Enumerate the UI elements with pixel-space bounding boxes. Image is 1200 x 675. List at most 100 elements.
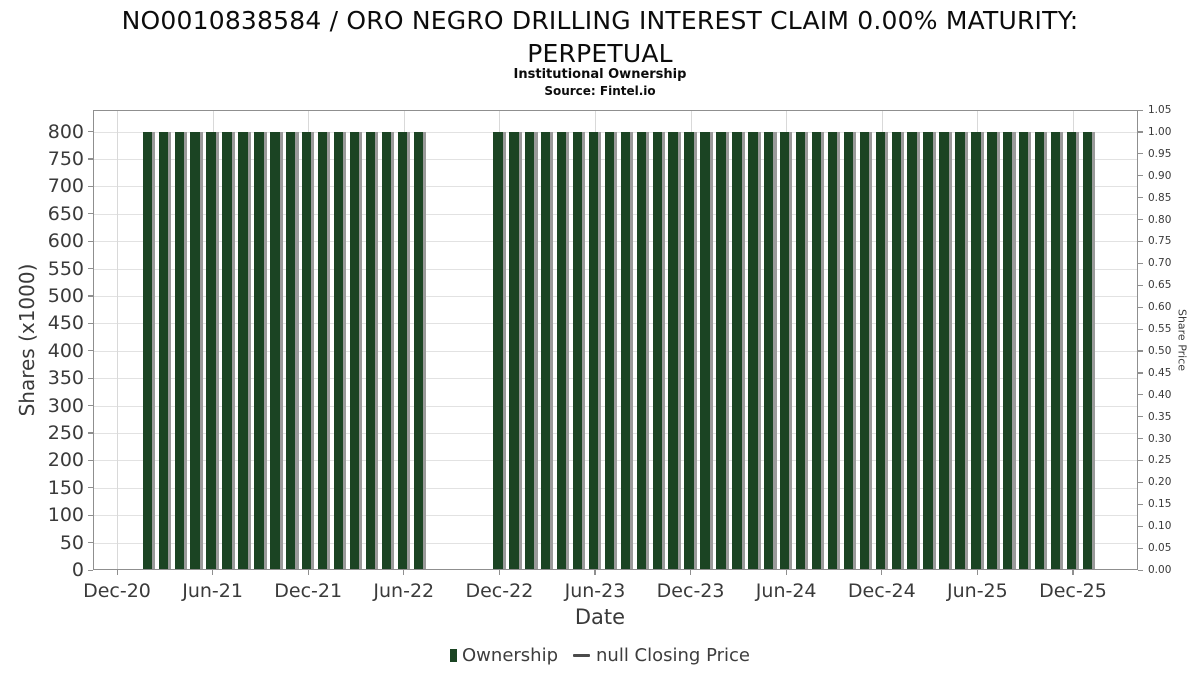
- ownership-bar: [939, 131, 949, 569]
- bar-shadow: [1060, 131, 1064, 569]
- ownership-bar: [636, 131, 646, 569]
- ownership-bar: [238, 131, 248, 569]
- bar-shadow: [327, 131, 331, 569]
- x-tick: [881, 570, 883, 575]
- bar-shadow: [183, 131, 188, 569]
- x-tick: [116, 570, 118, 575]
- y-right-tick-label: 0.40: [1148, 388, 1172, 401]
- ownership-bar: [779, 131, 790, 569]
- y-right-tick-label: 0.60: [1148, 301, 1172, 314]
- ownership-bar: [588, 131, 599, 569]
- y-right-tick: [1138, 240, 1143, 243]
- ownership-bar: [317, 131, 328, 569]
- ownership-bar: [206, 131, 216, 569]
- x-tick-label: Dec-23: [656, 580, 725, 602]
- y-left-tick-label: 500: [47, 284, 84, 307]
- ownership-bar: [509, 131, 519, 569]
- y-right-tick: [1138, 547, 1143, 549]
- bar-shadow: [231, 131, 235, 569]
- x-axis-title: Date: [574, 605, 626, 629]
- y-right-tick-label: 0.20: [1148, 476, 1172, 489]
- ownership-bar: [604, 131, 615, 569]
- ownership-bar: [556, 131, 567, 569]
- ownership-bar: [540, 131, 551, 569]
- bar-shadow: [614, 131, 618, 569]
- y-left-tick-label: 600: [47, 230, 84, 253]
- y-right-tick: [1138, 284, 1143, 286]
- y-right-tick-label: 0.30: [1148, 432, 1172, 445]
- chart-title-line2: PERPETUAL: [527, 39, 673, 68]
- y-right-tick: [1138, 219, 1143, 221]
- y-right-tick: [1138, 262, 1143, 265]
- x-tick: [594, 570, 596, 575]
- ownership-bar: [955, 131, 965, 569]
- y-right-tick-label: 0.00: [1148, 564, 1172, 576]
- x-tick-label: Jun-23: [564, 580, 626, 602]
- y-right-tick: [1138, 481, 1143, 484]
- y-right-tick: [1138, 569, 1143, 571]
- ownership-bar: [254, 131, 264, 569]
- ownership-bar: [907, 131, 917, 569]
- bar-shadow: [247, 131, 251, 569]
- bar-shadow: [805, 131, 809, 569]
- bar-shadow: [598, 131, 602, 569]
- bar-shadow: [375, 131, 379, 569]
- ownership-bar: [652, 131, 662, 569]
- bar-shadow: [215, 131, 219, 569]
- x-tick-label: Jun-21: [182, 580, 243, 602]
- bar-shadow: [661, 131, 665, 569]
- bar-shadow: [932, 131, 936, 569]
- y-left-tick-label: 350: [47, 367, 84, 390]
- y-left-tick-label: 400: [47, 339, 84, 362]
- ownership-bar: [875, 131, 885, 569]
- y-left-tick-label: 0: [71, 559, 84, 581]
- bar-shadow: [502, 131, 506, 569]
- chart-title-line1: NO0010838584 / ORO NEGRO DRILLING INTERE…: [121, 6, 1079, 35]
- x-tick-label: Jun-25: [947, 580, 1008, 602]
- ownership-bar: [764, 131, 774, 569]
- x-tick: [307, 570, 309, 575]
- y-left-tick-label: 550: [47, 257, 84, 280]
- ownership-bar: [843, 131, 854, 569]
- bar-shadow: [773, 131, 777, 569]
- ownership-bar: [301, 131, 312, 569]
- y-left-tick-label: 750: [47, 147, 84, 170]
- x-tick: [785, 570, 787, 575]
- ownership-bar: [923, 131, 933, 569]
- x-tick-label: Dec-22: [465, 580, 534, 602]
- bar-shadow: [900, 131, 904, 569]
- ownership-bar: [971, 131, 981, 569]
- y-right-tick: [1138, 416, 1143, 418]
- bar-shadow: [566, 131, 570, 569]
- ownership-bar: [286, 131, 296, 569]
- ownership-bar: [413, 131, 423, 569]
- y-right-tick: [1138, 394, 1143, 396]
- y-right-tick-label: 0.80: [1148, 213, 1172, 226]
- y-right-tick: [1138, 197, 1143, 199]
- y-right-tick: [1138, 131, 1143, 133]
- y-axis-title-right: Share Price: [1175, 308, 1189, 372]
- y-right-tick: [1138, 109, 1143, 111]
- y-right-tick-label: 0.75: [1148, 235, 1172, 248]
- ownership-bar: [1066, 131, 1077, 569]
- ownership-bar: [859, 131, 870, 569]
- bar-shadow: [916, 131, 920, 569]
- bar-shadow: [693, 131, 697, 569]
- x-tick: [403, 570, 405, 575]
- bar-shadow: [757, 131, 761, 569]
- bar-shadow: [853, 131, 857, 569]
- y-left-tick-label: 200: [47, 449, 84, 472]
- bar-shadow: [789, 131, 793, 569]
- bar-shadow: [1044, 131, 1048, 569]
- ownership-bar: [190, 131, 200, 569]
- ownership-bar: [349, 131, 360, 569]
- y-right-tick: [1138, 503, 1143, 505]
- bar-shadow: [359, 131, 363, 569]
- ownership-bar: [142, 131, 153, 569]
- y-right-tick: [1138, 306, 1143, 308]
- y-left-tick-label: 300: [47, 394, 84, 417]
- plot-area: [93, 110, 1138, 570]
- y-left-tick-label: 650: [47, 202, 84, 225]
- y-right-tick: [1138, 328, 1143, 330]
